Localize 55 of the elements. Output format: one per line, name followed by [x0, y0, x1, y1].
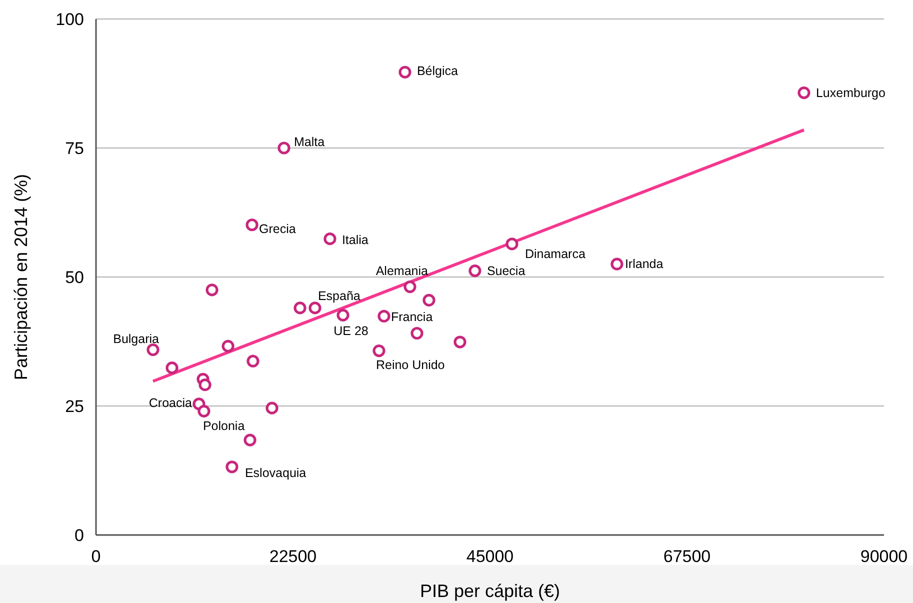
point [226, 460, 238, 474]
annotation: Croacia [148, 396, 192, 410]
annotation: UE 28 [334, 324, 368, 338]
point [198, 404, 210, 418]
annotation: Francia [390, 310, 433, 324]
point [308, 302, 322, 314]
x-tick-label: 0 [91, 547, 101, 566]
point [324, 232, 336, 246]
point [404, 280, 416, 294]
y-axis-title: Participación en 2014 (%) [11, 174, 31, 380]
annotation: Grecia [259, 222, 296, 236]
x-axis-title: PIB per cápita (€) [420, 581, 560, 601]
point [222, 340, 234, 352]
point [422, 294, 436, 307]
point [610, 258, 624, 270]
point [266, 402, 278, 414]
y-tick-label: 100 [56, 10, 84, 29]
y-tick-label: 25 [65, 396, 84, 416]
point [410, 326, 424, 340]
annotation: Bélgica [416, 64, 458, 78]
x-tick-label: 67500 [663, 547, 711, 566]
annotation: Luxemburgo [816, 86, 886, 100]
y-tick-label: 75 [65, 138, 84, 158]
y-tick-label: 50 [65, 268, 84, 287]
annotation: Alemania [376, 264, 428, 278]
point [506, 238, 518, 250]
point [336, 308, 350, 322]
annotation: Dinamarca [524, 246, 586, 261]
point [244, 434, 256, 446]
point [398, 66, 412, 78]
annotation: España [318, 288, 360, 303]
annotation: Polonia [202, 419, 245, 434]
annotation: Bulgaria [113, 332, 160, 346]
x-tick-label: 22500 [269, 547, 317, 566]
point [372, 344, 386, 358]
point [378, 310, 390, 323]
point [198, 378, 212, 392]
point [294, 302, 306, 314]
point [798, 86, 810, 100]
point [278, 142, 290, 154]
point [166, 362, 178, 374]
annotation: Eslovaquia [244, 466, 306, 480]
point [246, 354, 260, 368]
point [246, 218, 258, 232]
annotation: Reino Unido [376, 358, 445, 372]
x-tick-label: 45000 [466, 547, 514, 566]
point [468, 264, 482, 278]
annotation: Suecia [486, 264, 526, 278]
point [454, 336, 466, 348]
x-tick-label: 90000 [860, 547, 908, 566]
annotation: Malta [294, 135, 325, 149]
point [206, 284, 218, 296]
annotation: Italia [342, 232, 368, 247]
y-tick-label: 0 [74, 526, 84, 545]
annotation: Irlanda [624, 257, 664, 272]
